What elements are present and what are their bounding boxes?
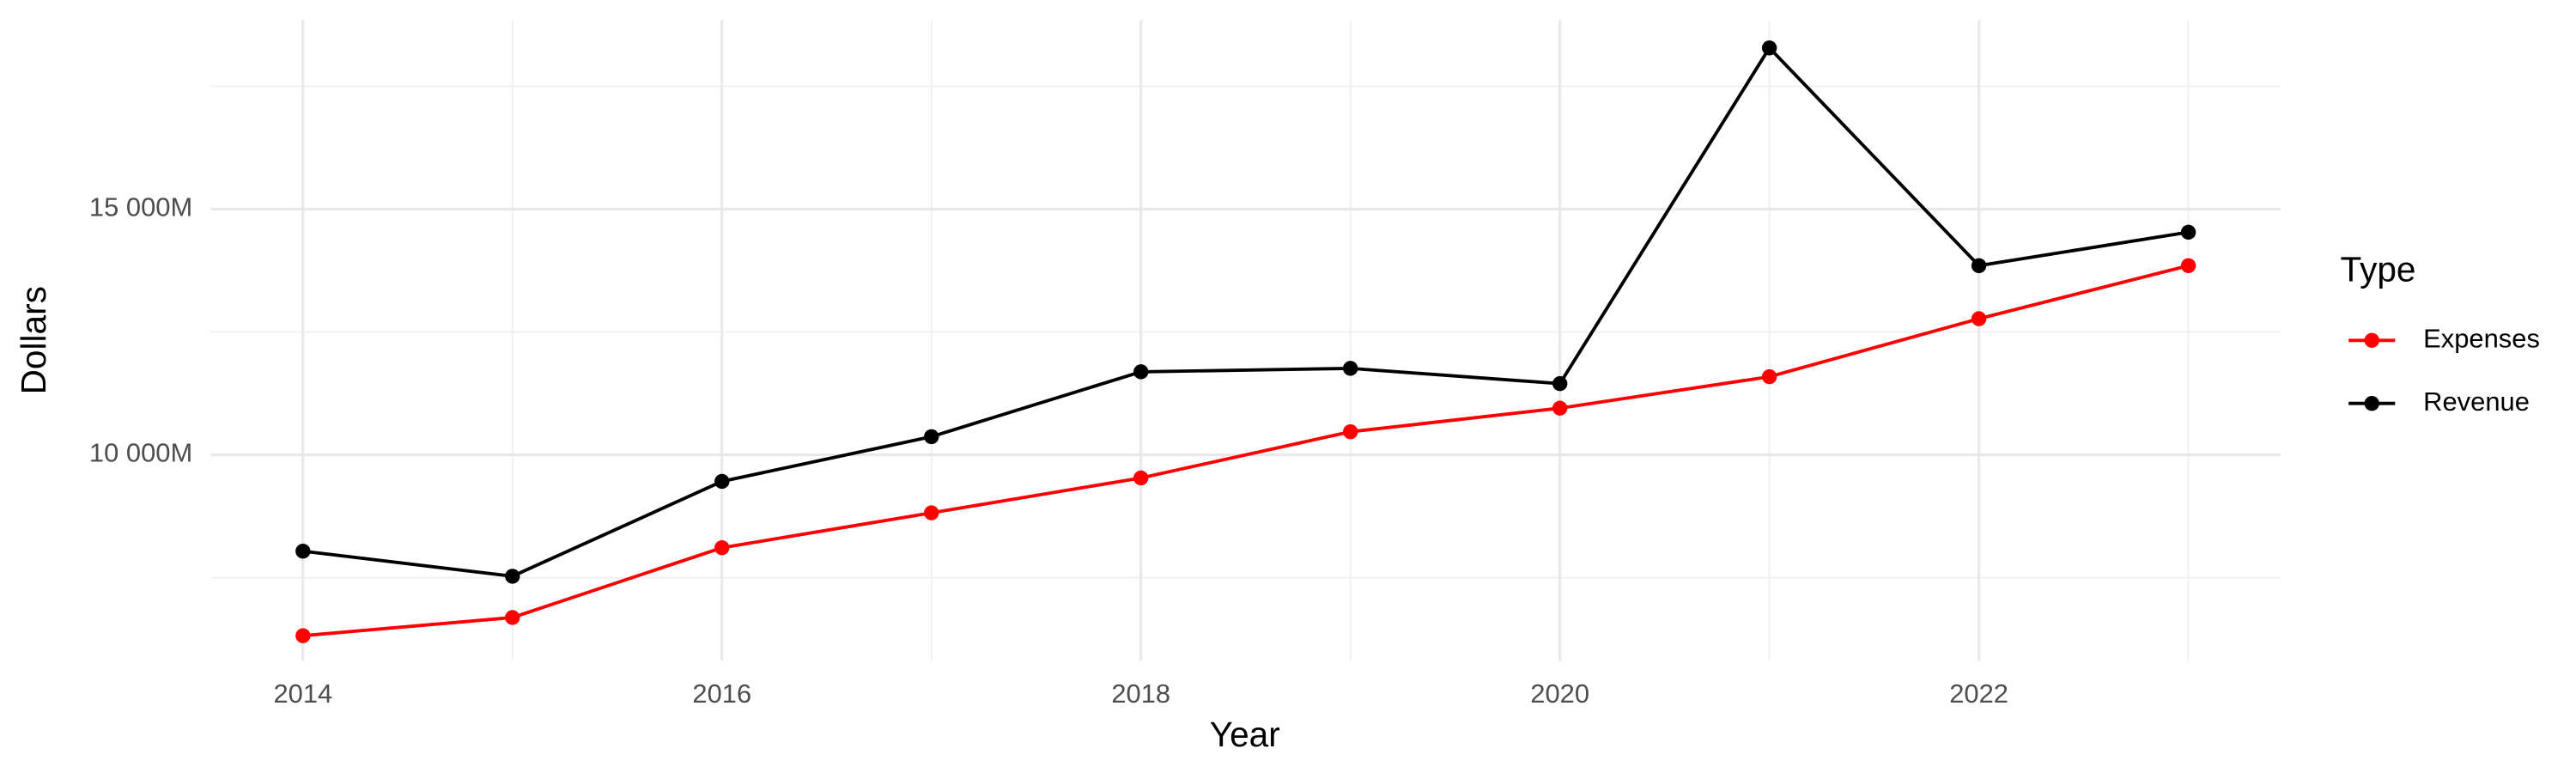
data-point (1971, 311, 1987, 326)
series-line (302, 264, 2190, 638)
x-tick-label: 2014 (273, 679, 332, 709)
legend-title: Type (2341, 250, 2416, 289)
data-point (295, 628, 311, 643)
y-tick-label: 15 000M (89, 192, 192, 222)
data-point (505, 610, 520, 625)
series-line (302, 45, 2189, 578)
data-point (2180, 224, 2196, 240)
plot-root: Year Dollars Type 2014 2016 2018 2020 2022 10… (14, 20, 2540, 754)
data-point (714, 473, 730, 490)
data-point (1343, 361, 1358, 376)
x-axis-label: Year (1210, 715, 1280, 754)
data-point (924, 429, 939, 445)
data-point (1343, 423, 1358, 440)
y-axis-label: Dollars (14, 286, 53, 394)
data-point (714, 540, 730, 556)
legend-swatch-point (2364, 396, 2379, 411)
x-tick-label: 2016 (692, 679, 751, 709)
data-point (1133, 364, 1149, 380)
data-point (1761, 368, 1777, 385)
data-point (505, 569, 520, 584)
legend-label: Revenue (2423, 386, 2530, 417)
data-point (1971, 258, 1987, 273)
legend-swatch-point (2364, 332, 2379, 348)
data-point (1552, 375, 1568, 392)
legend-label: Expenses (2423, 323, 2540, 353)
data-point (924, 505, 939, 520)
data-point (1552, 400, 1568, 416)
x-tick-label: 2018 (1111, 679, 1170, 709)
x-tick-label: 2020 (1530, 679, 1589, 709)
data-point (295, 544, 311, 559)
data-point (1133, 470, 1149, 486)
y-tick-label: 10 000M (89, 438, 192, 468)
x-tick-label: 2022 (1949, 679, 2008, 709)
data-point (1761, 40, 1777, 56)
data-point (2180, 258, 2196, 273)
